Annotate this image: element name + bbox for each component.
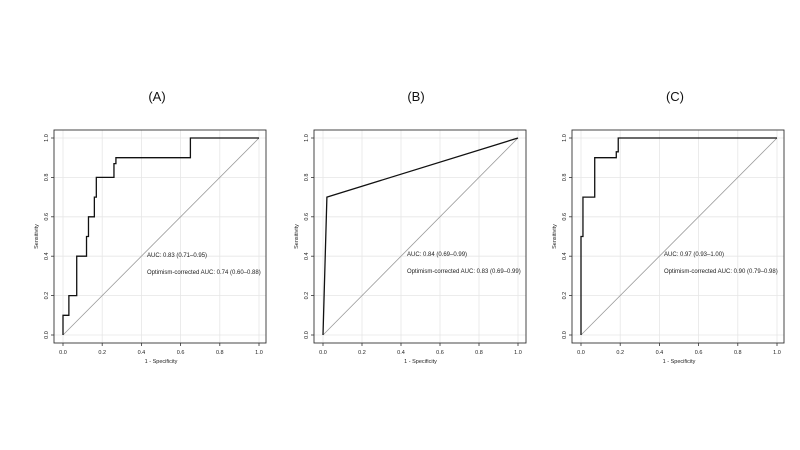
x-tick-label: 0.4: [397, 350, 405, 356]
x-axis-title: 1 - Specificity: [404, 359, 437, 365]
panel-label: (B): [407, 89, 424, 104]
plot-frame: [571, 129, 785, 344]
y-tick-label: 0.8: [304, 174, 310, 182]
y-tick-label: 0.0: [562, 331, 568, 339]
y-tick-label: 0.4: [562, 252, 568, 260]
roc-panel: (A) 0.0 0.2 0.4 0.6 0.8 1.0 0.0 0.2 0.4 0.6 0.8 1.0 1…: [34, 89, 267, 365]
x-tick-label: 0.6: [695, 350, 703, 356]
y-tick-label: 0.0: [44, 331, 50, 339]
x-tick-label: 0.6: [177, 350, 185, 356]
y-tick-label: 0.8: [44, 174, 50, 182]
roc-panel: (B) 0.0 0.2 0.4 0.6 0.8 1.0 0.0 0.2 0.4 0.6 0.8 1.0 1…: [294, 89, 527, 365]
auc-annotation: AUC: 0.97 (0.93–1.00): [664, 252, 724, 258]
roc-curve-line: [322, 137, 519, 336]
x-tick-label: 1.0: [773, 350, 781, 356]
reference-diagonal-line: [322, 137, 519, 336]
optimism-corrected-auc-annotation: Optimism-corrected AUC: 0.74 (0.60–0.88): [147, 270, 261, 276]
optimism-corrected-auc-annotation: Optimism-corrected AUC: 0.90 (0.79–0.98): [664, 269, 778, 275]
roc-curve-line: [580, 137, 777, 335]
auc-annotation: AUC: 0.84 (0.69–0.99): [407, 252, 467, 258]
x-tick-label: 0.0: [59, 350, 67, 356]
y-tick-label: 0.0: [304, 331, 310, 339]
y-tick-label: 1.0: [562, 134, 568, 142]
roc-panel: (C) 0.0 0.2 0.4 0.6 0.8 1.0 0.0 0.2 0.4 0.6 0.8 1.0 1…: [552, 89, 785, 365]
y-tick-label: 1.0: [304, 134, 310, 142]
plot-frame: [53, 129, 267, 344]
x-tick-label: 0.6: [436, 350, 444, 356]
y-tick-label: 0.2: [304, 292, 310, 300]
x-tick-label: 0.2: [358, 350, 366, 356]
y-tick-label: 0.6: [304, 213, 310, 221]
optimism-corrected-auc-annotation: Optimism-corrected AUC: 0.83 (0.69–0.99): [407, 269, 521, 275]
x-tick-label: 0.8: [475, 350, 483, 356]
x-tick-label: 0.8: [734, 350, 742, 356]
plot-frame: [313, 129, 527, 344]
y-tick-label: 0.2: [562, 292, 568, 300]
x-tick-label: 0.4: [656, 350, 664, 356]
x-axis-title: 1 - Specificity: [145, 359, 178, 365]
y-tick-label: 0.6: [44, 213, 50, 221]
x-tick-label: 0.4: [138, 350, 146, 356]
y-tick-label: 0.2: [44, 292, 50, 300]
y-axis-title: Sensitivity: [552, 224, 558, 249]
y-tick-label: 0.4: [44, 252, 50, 260]
auc-annotation: AUC: 0.83 (0.71–0.95): [147, 253, 207, 259]
y-axis-title: Sensitivity: [294, 224, 300, 249]
y-axis-title: Sensitivity: [34, 224, 40, 249]
y-tick-label: 0.8: [562, 174, 568, 182]
panel-label: (A): [148, 89, 165, 104]
x-tick-label: 0.0: [577, 350, 585, 356]
y-tick-label: 0.4: [304, 252, 310, 260]
panel-label: (C): [666, 89, 684, 104]
y-tick-label: 1.0: [44, 134, 50, 142]
x-tick-label: 0.8: [216, 350, 224, 356]
x-tick-label: 1.0: [514, 350, 522, 356]
x-axis-title: 1 - Specificity: [663, 359, 696, 365]
reference-diagonal-line: [62, 137, 260, 336]
x-tick-label: 0.2: [98, 350, 106, 356]
x-tick-label: 1.0: [255, 350, 263, 356]
y-tick-label: 0.6: [562, 213, 568, 221]
reference-diagonal-line: [580, 137, 778, 336]
roc-curve-line: [62, 137, 259, 335]
x-tick-label: 0.0: [319, 350, 327, 356]
x-tick-label: 0.2: [616, 350, 624, 356]
